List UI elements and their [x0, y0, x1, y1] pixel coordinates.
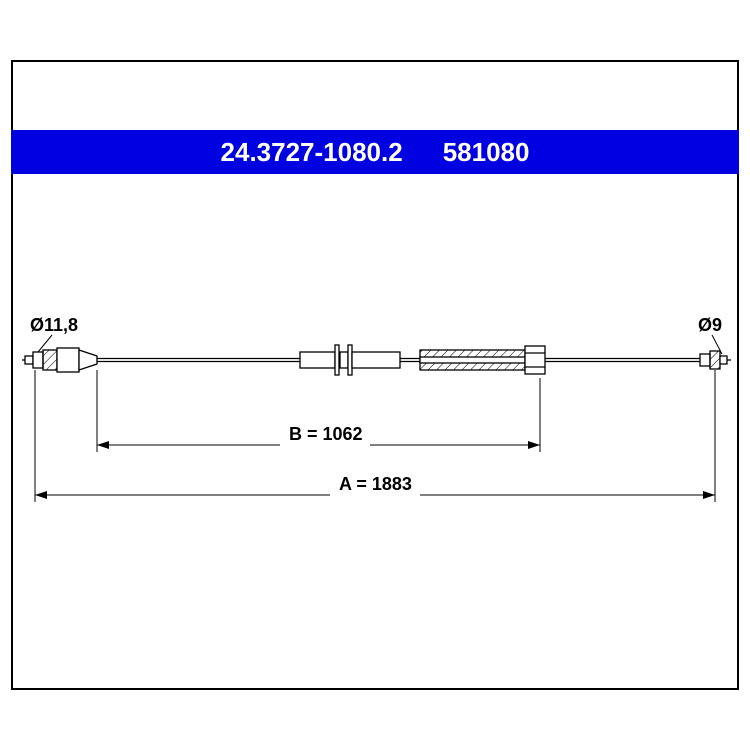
technical-drawing: [0, 0, 750, 750]
cable-assembly: [22, 345, 731, 375]
dimension-lines: [35, 445, 715, 495]
